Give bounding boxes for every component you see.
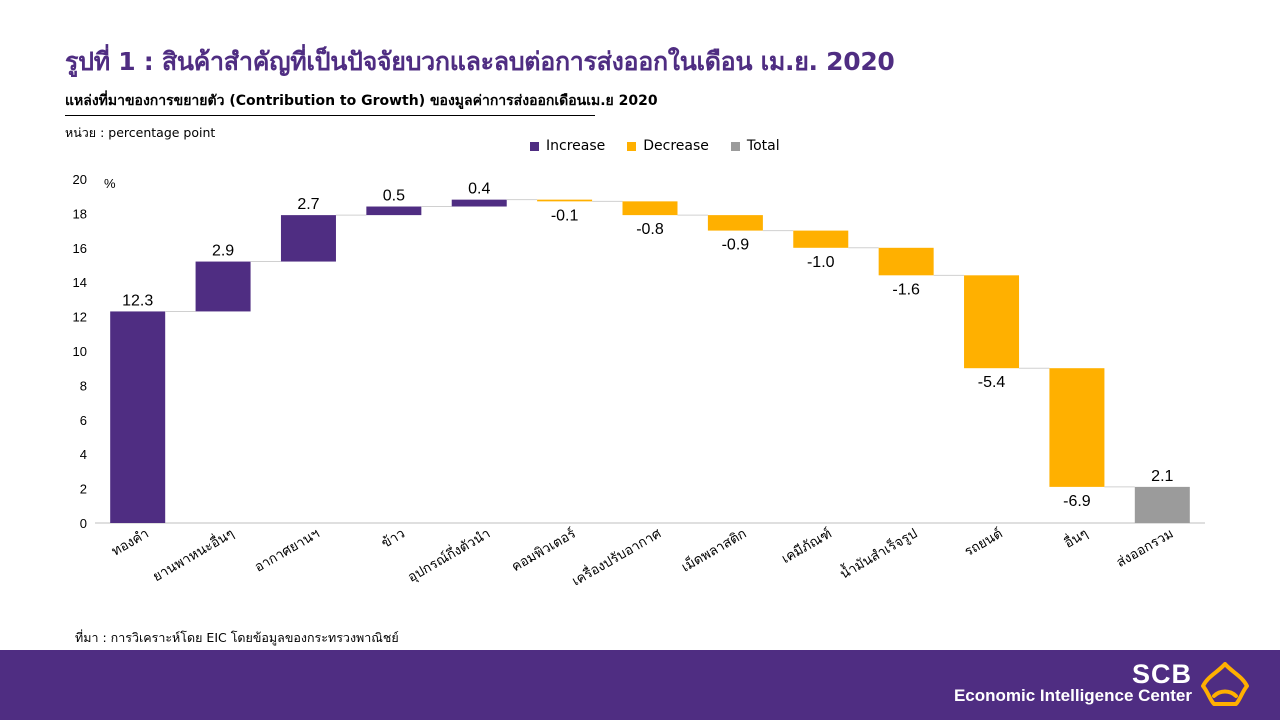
x-tick-label: อากาศยานฯ [252,526,323,576]
x-tick-label: เครื่องปรับอากาศ [568,524,664,590]
data-label: 12.3 [122,292,153,309]
subtitle-underline [65,115,595,116]
data-label: -1.6 [892,281,920,298]
legend-swatch-increase [530,141,539,151]
y-tick-label: 16 [73,241,87,256]
chart-subtitle: แหล่งที่มาของการขยายตัว (Contribution to… [65,93,658,109]
data-label: -0.8 [636,221,664,238]
y-tick-label: 0 [80,516,87,531]
footer-bar: SCB Economic Intelligence Center [0,650,1280,720]
bar-total [1134,486,1190,523]
bar-decrease [537,199,593,202]
bar-increase [451,199,507,207]
y-tick-label: 4 [80,447,87,462]
y-tick-label: 2 [80,482,87,497]
data-label: 2.7 [297,196,319,213]
x-tick-label: อุปกรณ์กึ่งตัวนำ [404,524,493,586]
y-tick-label: 20 [73,172,87,187]
data-label: -0.9 [722,237,750,254]
legend-item-increase: Increase [530,138,605,154]
x-tick-label: เม็ดพลาสติก [678,524,750,576]
y-tick-label: 6 [80,413,87,428]
x-tick-label: ทองคำ [109,526,152,560]
data-label: 0.4 [468,181,490,198]
bar-decrease [964,275,1020,369]
x-tick-label: อื่นๆ [1061,524,1091,552]
x-tick-label: เคมีภัณฑ์ [778,525,834,567]
bar-decrease [793,230,849,248]
x-tick-label: รถยนต์ [961,525,1005,560]
y-tick-label: 12 [73,310,87,325]
x-tick-label: ยานพาหนะอื่นๆ [149,524,237,585]
x-tick-label: น้ำมันสำเร็จรูป [836,523,920,583]
data-label: 2.1 [1151,468,1173,485]
legend-label-total: Total [746,138,780,154]
waterfall-chart: 0 2 4 6 8 10 12 14 16 18 20 % 12.3 ทองคำ 2.9 ยานพาหนะอื… [73,172,1205,590]
bar-increase [110,311,166,523]
source-note: ที่มา : การวิเคราะห์โดย EIC โดยข้อมูลของ… [75,630,399,645]
legend-item-total: Total [730,138,780,154]
y-tick-label: 18 [73,206,87,221]
brand-tagline: Economic Intelligence Center [953,686,1192,705]
scb-logo-icon [1201,662,1249,706]
y-tick-label: 8 [80,378,87,393]
bar-decrease [707,215,763,231]
data-label: -1.0 [807,254,835,271]
chart-title: รูปที่ 1 : สินค้าสำคัญที่เป็นปัจจัยบวกแล… [65,47,895,76]
bar-increase [280,215,336,262]
legend-swatch-decrease [627,141,637,151]
data-label: -5.4 [978,374,1006,391]
bar-decrease [878,247,934,276]
x-tick-label: ส่งออกรวม [1114,526,1177,571]
bar-decrease [1049,368,1105,487]
legend-label-decrease: Decrease [643,138,709,154]
bar-increase [195,261,251,312]
data-label: 2.9 [212,243,234,260]
brand-name: SCB [1131,659,1192,689]
y-tick-label: 10 [73,344,87,359]
data-label: -0.1 [551,207,579,224]
data-label: 0.5 [383,188,405,205]
unit-label: หน่วย : percentage point [65,125,216,140]
bar-increase [366,206,422,216]
data-label: -6.9 [1063,493,1091,510]
x-tick-label: ข้าว [379,526,408,552]
legend-swatch-total [730,141,740,151]
x-tick-label: คอมพิวเตอร์ [508,525,578,575]
y-axis-label: % [104,176,116,191]
y-tick-label: 14 [73,275,87,290]
legend-label-increase: Increase [546,138,606,154]
bar-decrease [622,201,678,216]
legend: Increase Decrease Total [530,138,780,154]
legend-item-decrease: Decrease [627,138,709,154]
